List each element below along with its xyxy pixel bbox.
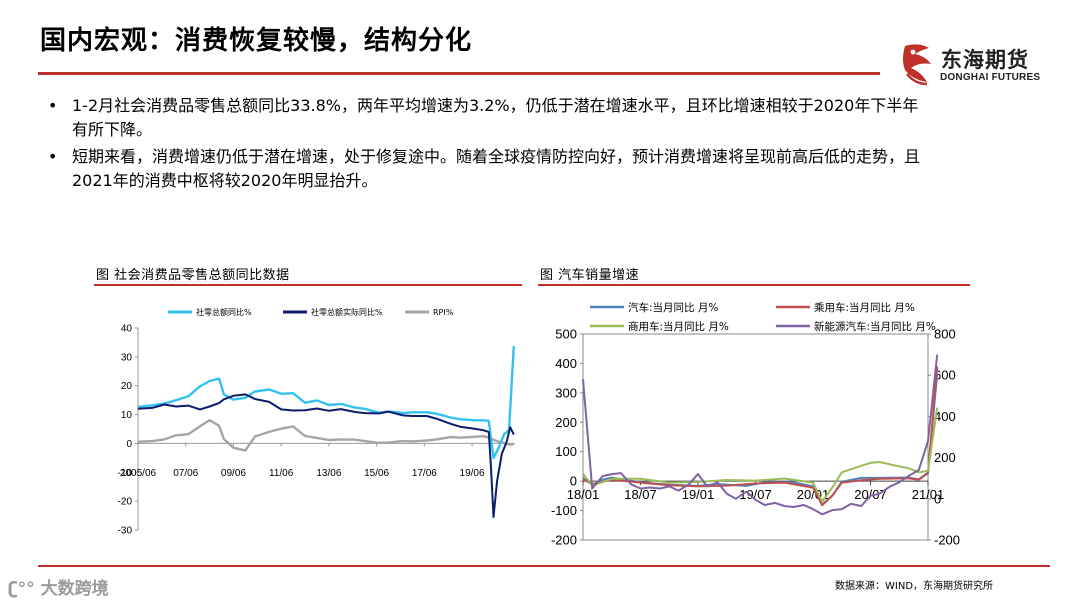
y-tick-label: 400 (555, 356, 577, 371)
logo-text-cn: 东海期货 (941, 48, 1029, 72)
y-tick-label: 0 (570, 474, 577, 489)
legend-label: 社零总额实际同比% (311, 307, 383, 317)
x-tick-label: 2005/06 (120, 468, 157, 479)
series-line-rpi (137, 418, 514, 452)
series-line-nev (582, 354, 939, 516)
x-tick-label: 19/06 (460, 468, 485, 479)
series-line-commercial (582, 407, 939, 503)
legend-label: 商用车:当月同比 月% (628, 320, 729, 333)
y2-tick-label: 400 (934, 409, 956, 424)
logo-text-en: DONGHAI FUTURES (940, 72, 1041, 83)
y-tick-label: 0 (126, 439, 132, 450)
x-tick-label: 09/06 (221, 468, 246, 479)
figure-rule-retail (94, 284, 522, 286)
y-tick-label: 200 (555, 415, 577, 430)
y-tick-label: 30 (121, 352, 133, 363)
series-line-passenger (582, 366, 939, 507)
figure-rule-auto (538, 284, 970, 286)
series-line-auto (582, 373, 939, 506)
y-tick-label: 40 (121, 324, 133, 335)
data-source: 数据来源：WIND，东海期货研究所 (835, 581, 994, 592)
plot-frame (582, 333, 929, 541)
y-tick-label: 300 (555, 385, 577, 400)
x-tick-label: 11/06 (269, 468, 294, 479)
x-tick-label: 15/06 (364, 468, 389, 479)
y-tick-label: 20 (121, 381, 133, 392)
y-tick-label: -10 (118, 468, 133, 479)
legend-label: RPI% (433, 308, 454, 317)
figure-title-auto: 图 汽车销量增速 (540, 268, 640, 283)
legend-label: 乘用车:当月同比 月% (814, 301, 915, 314)
y-tick-label: -30 (118, 526, 133, 537)
x-tick-label: 18/01 (567, 487, 600, 502)
y-tick-label: -200 (551, 533, 577, 548)
company-logo: 东海期货 DONGHAI FUTURES (897, 40, 1057, 90)
y-tick-label: -100 (551, 503, 577, 518)
x-tick-label: 19/07 (739, 487, 772, 502)
bullet-item: 短期来看，消费增速仍低于潜在增速，处于修复途中。随着全球疫情防控向好，预计消费增… (46, 145, 926, 192)
series-line-retail_nominal (137, 345, 515, 460)
y-tick-label: -20 (118, 497, 133, 508)
y2-tick-label: 800 (934, 327, 956, 342)
series-line-retail_real (137, 393, 515, 518)
bullet-item: 1-2月社会消费品零售总额同比33.8%，两年平均增速为3.2%，仍低于潜在增速… (46, 94, 926, 141)
watermark-text: 大数跨境 (40, 579, 109, 599)
y-tick-label: 100 (555, 444, 577, 459)
x-tick-label: 19/01 (682, 487, 715, 502)
x-tick-label: 20/07 (854, 487, 887, 502)
y-tick-label: 10 (121, 410, 133, 421)
legend-label: 新能源汽车:当月同比 月% (814, 320, 936, 333)
bullet-list: 1-2月社会消费品零售总额同比33.8%，两年平均增速为3.2%，仍低于潜在增速… (46, 94, 926, 196)
watermark: ʗ°° 大数跨境 (8, 574, 109, 599)
bottom-divider (38, 565, 1050, 567)
figure-title-retail: 图 社会消费品零售总额同比数据 (96, 268, 290, 283)
title-divider (38, 72, 880, 75)
logo-mark-icon (903, 44, 931, 86)
x-tick-label: 17/06 (412, 468, 437, 479)
auto-sales-chart: 500 400 300 200 100 0 -100 -200 800 600 400 200 0 -20… (551, 301, 960, 548)
x-tick-label: 07/06 (173, 468, 198, 479)
y-tick-label: 500 (555, 327, 577, 342)
y2-tick-label: -200 (934, 533, 960, 548)
page-title: 国内宏观：消费恢复较慢，结构分化 (40, 26, 473, 56)
legend-label: 社零总额同比% (196, 307, 252, 317)
y2-tick-label: 0 (934, 491, 941, 506)
watermark-logo-icon: ʗ°° (8, 579, 35, 599)
legend-label: 汽车:当月同比 月% (628, 301, 718, 314)
y2-tick-label: 600 (934, 368, 956, 383)
y2-tick-label: 200 (934, 450, 956, 465)
x-tick-label: 18/07 (624, 487, 657, 502)
x-tick-label: 21/01 (912, 487, 945, 502)
x-tick-label: 13/06 (316, 468, 341, 479)
retail-sales-chart: 40 30 20 10 0 -10 -20 -30 2005/06 07/06 09/06 11/06… (118, 307, 515, 537)
